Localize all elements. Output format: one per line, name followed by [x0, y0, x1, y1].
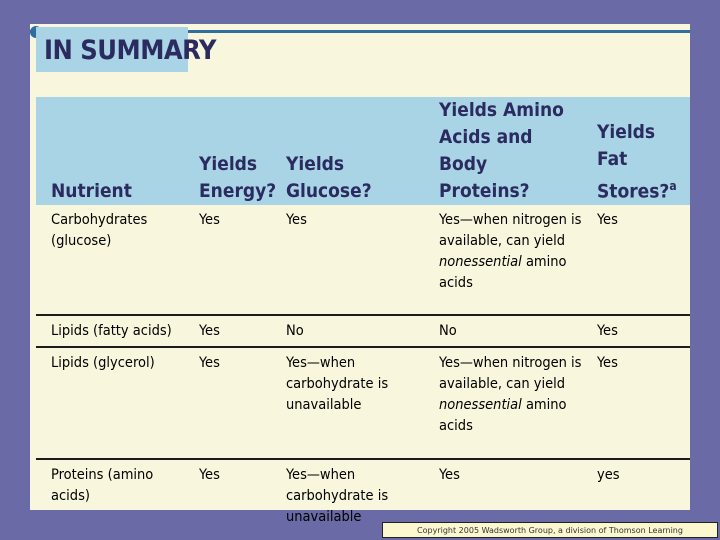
header-nutrient: Nutrient	[51, 180, 132, 202]
amino-acids-cell: Yes—when nitrogen is available, can yiel…	[439, 212, 582, 291]
glucose-cell: Yes	[286, 212, 307, 228]
copyright-notice: Copyright 2005 Wadsworth Group, a divisi…	[382, 522, 718, 538]
nutrient-cell: Lipids (fatty acids)	[51, 323, 172, 339]
table-header-row: Nutrient Yields Energy? Yields Glucose? …	[36, 97, 690, 205]
energy-cell: Yes	[199, 323, 220, 339]
glucose-cell: No	[286, 323, 304, 339]
top-rule	[30, 30, 690, 33]
energy-cell: Yes	[199, 212, 220, 228]
slide: IN SUMMARY Nutrient Yields Energy? Yield…	[30, 24, 690, 525]
summary-tag: IN SUMMARY	[36, 27, 217, 72]
energy-cell: Yes	[199, 355, 220, 371]
header-glucose: Yields Glucose?	[286, 153, 372, 202]
header-energy: Yields Energy?	[199, 153, 277, 202]
table-row: Proteins (amino acids) Yes Yes—when carb…	[36, 459, 690, 532]
amino-acids-cell: Yes—when nitrogen is available, can yiel…	[439, 355, 582, 434]
amino-acids-cell: No	[439, 323, 457, 339]
summary-title: IN SUMMARY	[44, 35, 217, 66]
energy-cell: Yes	[199, 467, 220, 483]
glucose-cell: Yes—when carbohydrate is unavailable	[286, 355, 389, 413]
fat-stores-cell: Yes	[597, 355, 618, 371]
amino-acids-cell: Yes	[439, 467, 460, 483]
footnote-marker: a	[669, 178, 677, 193]
nutrient-cell: Proteins (amino acids)	[51, 467, 154, 504]
table-row: Lipids (fatty acids) Yes No No Yes	[36, 315, 690, 347]
fat-stores-cell: Yes	[597, 323, 618, 339]
table-row: Lipids (glycerol) Yes Yes—when carbohydr…	[36, 347, 690, 459]
header-amino-acids: Yields Amino Acids and Body Proteins?	[439, 99, 564, 202]
fat-stores-cell: Yes	[597, 212, 618, 228]
fat-stores-cell: yes	[597, 467, 620, 483]
header-fat-stores: Yields Fat Stores?a	[597, 120, 677, 202]
nutrient-cell: Carbohydrates (glucose)	[51, 212, 148, 249]
nutrient-table: Nutrient Yields Energy? Yields Glucose? …	[36, 97, 690, 532]
table-row: Carbohydrates (glucose) Yes Yes Yes—when…	[36, 205, 690, 315]
nutrient-cell: Lipids (glycerol)	[51, 355, 155, 371]
glucose-cell: Yes—when carbohydrate is unavailable	[286, 467, 389, 525]
